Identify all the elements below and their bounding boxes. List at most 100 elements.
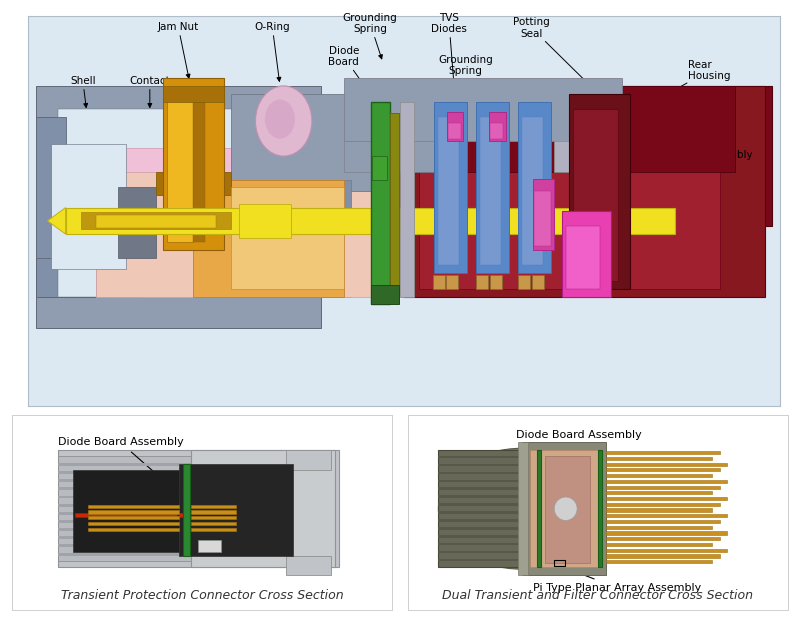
FancyBboxPatch shape: [489, 113, 506, 140]
FancyBboxPatch shape: [606, 537, 720, 540]
FancyBboxPatch shape: [606, 555, 720, 557]
FancyBboxPatch shape: [167, 94, 194, 242]
FancyBboxPatch shape: [58, 456, 190, 561]
FancyBboxPatch shape: [198, 540, 221, 552]
FancyBboxPatch shape: [606, 486, 720, 489]
Text: O-Ring: O-Ring: [254, 23, 290, 81]
Text: Contact and
Planar Assembly: Contact and Planar Assembly: [599, 138, 752, 169]
FancyBboxPatch shape: [73, 470, 179, 552]
FancyBboxPatch shape: [404, 86, 765, 296]
FancyBboxPatch shape: [562, 211, 611, 296]
FancyBboxPatch shape: [88, 528, 179, 531]
Text: Rear
Housing: Rear Housing: [663, 60, 730, 96]
FancyBboxPatch shape: [58, 553, 190, 555]
FancyBboxPatch shape: [490, 275, 502, 289]
FancyBboxPatch shape: [606, 462, 727, 465]
FancyBboxPatch shape: [58, 520, 190, 523]
Text: Potting
Seal: Potting Seal: [514, 18, 588, 83]
FancyBboxPatch shape: [606, 497, 727, 500]
FancyBboxPatch shape: [179, 464, 293, 555]
FancyBboxPatch shape: [573, 109, 618, 281]
FancyBboxPatch shape: [400, 101, 414, 296]
Polygon shape: [47, 208, 66, 234]
FancyBboxPatch shape: [606, 520, 720, 523]
FancyBboxPatch shape: [476, 101, 510, 273]
FancyBboxPatch shape: [606, 451, 720, 454]
FancyBboxPatch shape: [190, 450, 335, 567]
FancyBboxPatch shape: [194, 179, 344, 296]
FancyBboxPatch shape: [179, 513, 187, 517]
FancyBboxPatch shape: [448, 123, 461, 138]
FancyBboxPatch shape: [81, 212, 231, 230]
Text: Grounding
Spring: Grounding Spring: [438, 55, 493, 106]
FancyBboxPatch shape: [446, 275, 458, 289]
FancyBboxPatch shape: [35, 86, 322, 328]
FancyBboxPatch shape: [438, 543, 538, 545]
FancyBboxPatch shape: [438, 551, 538, 554]
FancyBboxPatch shape: [534, 191, 550, 246]
FancyBboxPatch shape: [58, 109, 284, 296]
Text: Dual Transient and Filter Connector Cross Section: Dual Transient and Filter Connector Cros…: [442, 589, 754, 603]
FancyBboxPatch shape: [606, 491, 712, 494]
FancyBboxPatch shape: [74, 513, 178, 517]
FancyBboxPatch shape: [96, 172, 374, 296]
FancyBboxPatch shape: [570, 94, 630, 289]
FancyBboxPatch shape: [88, 522, 179, 525]
FancyBboxPatch shape: [286, 555, 331, 575]
FancyBboxPatch shape: [58, 463, 190, 466]
Text: Jam Nut: Jam Nut: [158, 23, 199, 78]
FancyBboxPatch shape: [183, 464, 190, 555]
FancyBboxPatch shape: [566, 226, 599, 289]
FancyBboxPatch shape: [163, 86, 223, 101]
FancyBboxPatch shape: [397, 86, 773, 226]
FancyBboxPatch shape: [35, 117, 66, 257]
FancyBboxPatch shape: [190, 528, 236, 531]
FancyBboxPatch shape: [532, 275, 544, 289]
FancyBboxPatch shape: [156, 172, 231, 195]
FancyBboxPatch shape: [96, 148, 351, 296]
FancyBboxPatch shape: [438, 496, 538, 498]
FancyBboxPatch shape: [518, 101, 551, 273]
FancyBboxPatch shape: [66, 208, 674, 234]
Text: TVS
Diodes: TVS Diodes: [431, 13, 467, 96]
FancyBboxPatch shape: [58, 537, 190, 539]
FancyBboxPatch shape: [606, 508, 712, 511]
FancyBboxPatch shape: [404, 86, 735, 172]
FancyBboxPatch shape: [606, 560, 712, 564]
FancyBboxPatch shape: [438, 487, 538, 490]
FancyBboxPatch shape: [438, 117, 459, 265]
FancyBboxPatch shape: [88, 504, 179, 508]
FancyBboxPatch shape: [606, 515, 727, 518]
Ellipse shape: [265, 99, 295, 138]
FancyBboxPatch shape: [606, 526, 712, 529]
FancyBboxPatch shape: [344, 78, 622, 140]
FancyBboxPatch shape: [438, 520, 538, 521]
FancyBboxPatch shape: [419, 101, 720, 289]
FancyBboxPatch shape: [58, 545, 190, 547]
FancyBboxPatch shape: [58, 471, 190, 474]
FancyBboxPatch shape: [35, 117, 141, 296]
FancyBboxPatch shape: [286, 450, 331, 470]
FancyBboxPatch shape: [438, 559, 538, 561]
FancyBboxPatch shape: [545, 456, 590, 564]
Ellipse shape: [438, 448, 606, 569]
FancyBboxPatch shape: [538, 450, 541, 567]
FancyBboxPatch shape: [530, 450, 598, 567]
FancyBboxPatch shape: [598, 450, 602, 567]
FancyBboxPatch shape: [606, 532, 727, 535]
Text: Shell: Shell: [70, 76, 96, 108]
FancyBboxPatch shape: [190, 504, 236, 508]
FancyBboxPatch shape: [88, 516, 179, 520]
FancyBboxPatch shape: [438, 527, 538, 530]
FancyBboxPatch shape: [434, 101, 467, 273]
Ellipse shape: [255, 86, 312, 156]
FancyBboxPatch shape: [194, 94, 205, 242]
Text: Pi Type Planar Array Assembly: Pi Type Planar Array Assembly: [533, 567, 701, 593]
FancyBboxPatch shape: [606, 543, 712, 546]
FancyBboxPatch shape: [231, 179, 351, 218]
FancyBboxPatch shape: [118, 187, 156, 257]
FancyBboxPatch shape: [190, 516, 236, 520]
FancyBboxPatch shape: [58, 450, 339, 567]
FancyBboxPatch shape: [438, 450, 545, 567]
FancyBboxPatch shape: [606, 468, 720, 471]
